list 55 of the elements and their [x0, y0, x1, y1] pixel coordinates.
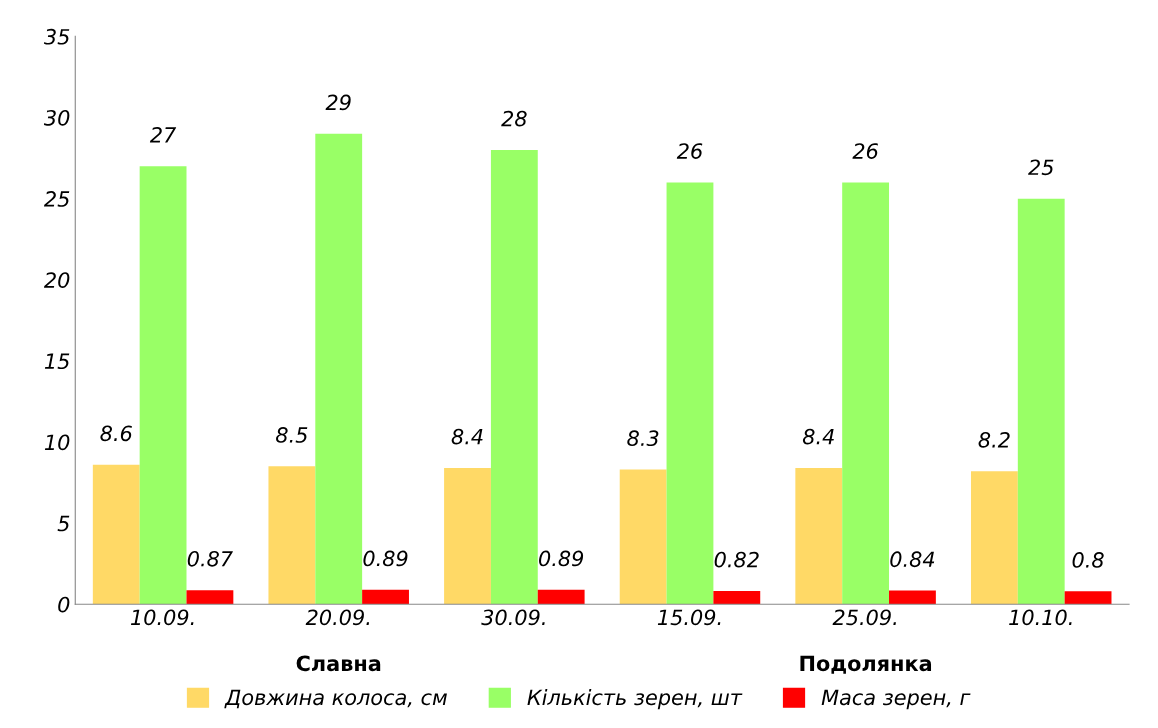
y-tick-label: 15	[44, 353, 70, 370]
bar	[490, 149, 538, 605]
data-label: 8.2	[978, 431, 1010, 448]
x-tick-label: 30.09.	[481, 609, 545, 626]
x-tick-label: 25.09.	[832, 609, 896, 626]
legend-label: Кількість зерен, шт	[527, 689, 743, 710]
bar	[139, 166, 187, 605]
bar	[1064, 591, 1112, 605]
y-tick-label: 20	[43, 272, 70, 288]
bar	[889, 590, 936, 605]
bar	[362, 589, 409, 605]
y-tick-label: 5	[57, 515, 70, 532]
bar	[92, 464, 140, 605]
bar	[444, 467, 491, 605]
legend-label: Довжина колоса, см	[224, 689, 447, 709]
data-label: 27	[149, 126, 177, 143]
bar	[537, 589, 585, 605]
y-tick-label: 10	[44, 434, 70, 451]
bar	[842, 182, 890, 605]
bar	[186, 590, 234, 605]
y-tick-label: 0	[58, 596, 70, 613]
data-label: 0.84	[890, 551, 935, 568]
text: Славна	[296, 655, 381, 672]
bar	[619, 469, 667, 605]
data-label: 29	[325, 94, 351, 111]
x-tick-label: 10.09.	[130, 609, 194, 626]
y-tick-label: 35	[43, 28, 70, 45]
bar	[795, 467, 843, 605]
data-label: 8.3	[627, 430, 659, 447]
x-tick-label: 15.09.	[657, 609, 721, 626]
y-tick-label: 25	[43, 191, 70, 207]
x-tick-label: 10.10.	[1009, 609, 1072, 626]
bar	[315, 133, 363, 605]
bar	[666, 182, 714, 605]
data-label: 25	[1028, 159, 1054, 176]
bar	[713, 590, 761, 605]
bar	[1017, 198, 1065, 605]
data-label: 0.82	[714, 551, 759, 568]
data-label: 26	[852, 143, 878, 159]
data-label: 8.4	[451, 428, 483, 445]
data-label: 28	[501, 110, 527, 127]
text: Подолянка	[800, 655, 932, 674]
bar	[268, 466, 316, 605]
y-tick-label: 30	[43, 109, 70, 126]
data-label: 0.87	[187, 550, 233, 567]
data-label: 8.4	[802, 428, 834, 445]
data-label: 0.89	[363, 550, 408, 567]
data-label: 8.5	[276, 427, 308, 443]
legend-label: Маса зерен, г	[821, 689, 971, 710]
data-label: 8.6	[100, 425, 132, 442]
data-label: 0.89	[539, 550, 584, 567]
data-label: 26	[676, 143, 703, 159]
bar	[970, 471, 1018, 605]
data-label: 0.8	[1072, 552, 1104, 568]
x-tick-label: 20.09.	[305, 609, 370, 626]
